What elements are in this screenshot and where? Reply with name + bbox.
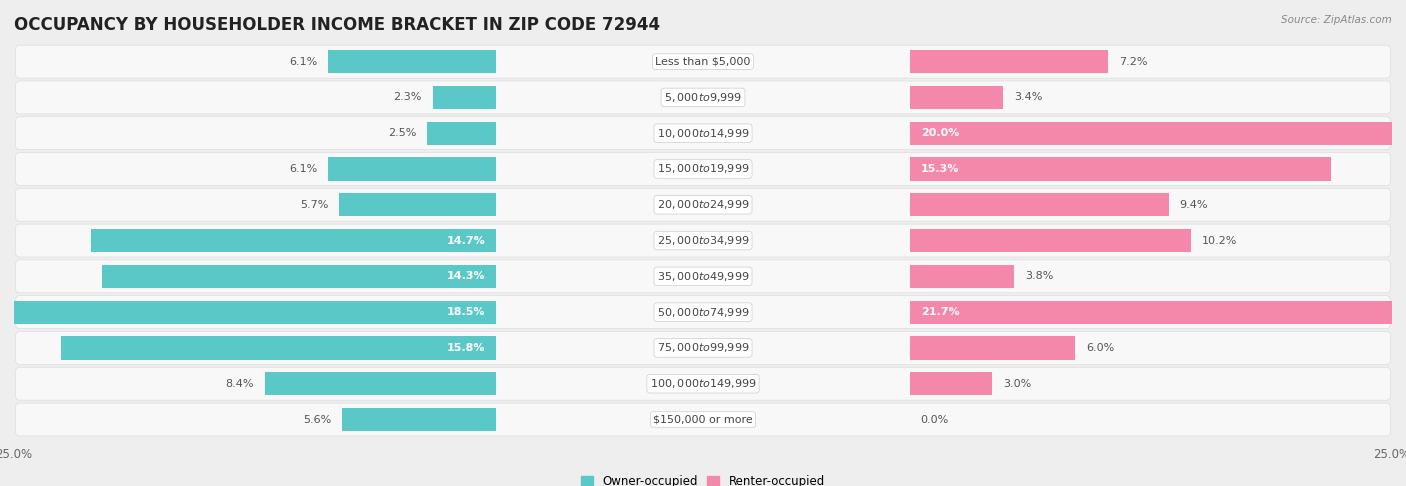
FancyBboxPatch shape [15,367,1391,400]
Text: 2.5%: 2.5% [388,128,416,138]
Legend: Owner-occupied, Renter-occupied: Owner-occupied, Renter-occupied [576,470,830,486]
FancyBboxPatch shape [15,295,1391,329]
Bar [910,229,1191,252]
Text: Source: ZipAtlas.com: Source: ZipAtlas.com [1281,15,1392,25]
Text: $35,000 to $49,999: $35,000 to $49,999 [657,270,749,283]
Text: 9.4%: 9.4% [1180,200,1208,210]
FancyBboxPatch shape [15,81,1391,114]
Bar [339,193,496,216]
Text: 5.7%: 5.7% [299,200,328,210]
Text: $25,000 to $34,999: $25,000 to $34,999 [657,234,749,247]
Bar [910,50,1108,73]
Text: 15.3%: 15.3% [921,164,959,174]
FancyBboxPatch shape [15,331,1391,364]
Bar [427,122,496,145]
Text: OCCUPANCY BY HOUSEHOLDER INCOME BRACKET IN ZIP CODE 72944: OCCUPANCY BY HOUSEHOLDER INCOME BRACKET … [14,16,661,34]
Text: 3.4%: 3.4% [1014,92,1043,103]
Text: $5,000 to $9,999: $5,000 to $9,999 [664,91,742,104]
Bar [328,50,496,73]
Bar [328,157,496,181]
Bar [910,86,1004,109]
Bar [910,336,1076,360]
Text: $100,000 to $149,999: $100,000 to $149,999 [650,377,756,390]
FancyBboxPatch shape [15,188,1391,221]
Text: $10,000 to $14,999: $10,000 to $14,999 [657,127,749,139]
Bar [60,336,496,360]
Text: 6.1%: 6.1% [290,57,318,67]
Bar [433,86,496,109]
Bar [910,193,1168,216]
FancyBboxPatch shape [15,403,1391,436]
Bar [910,122,1406,145]
Bar [103,265,496,288]
Text: 14.7%: 14.7% [447,236,485,245]
Text: $50,000 to $74,999: $50,000 to $74,999 [657,306,749,319]
Text: 3.0%: 3.0% [1004,379,1032,389]
Text: Less than $5,000: Less than $5,000 [655,57,751,67]
Text: 15.8%: 15.8% [447,343,485,353]
Text: 14.3%: 14.3% [447,271,485,281]
Text: 2.3%: 2.3% [394,92,422,103]
Bar [264,372,496,395]
Text: 20.0%: 20.0% [921,128,959,138]
Text: 10.2%: 10.2% [1202,236,1237,245]
FancyBboxPatch shape [15,117,1391,150]
Bar [910,300,1406,324]
FancyBboxPatch shape [15,153,1391,186]
Text: 0.0%: 0.0% [921,415,949,424]
FancyBboxPatch shape [15,45,1391,78]
FancyBboxPatch shape [15,224,1391,257]
Text: $20,000 to $24,999: $20,000 to $24,999 [657,198,749,211]
Bar [0,300,496,324]
Text: 21.7%: 21.7% [921,307,959,317]
FancyBboxPatch shape [15,260,1391,293]
Bar [910,157,1331,181]
Bar [910,372,993,395]
Text: 8.4%: 8.4% [225,379,254,389]
Text: 5.6%: 5.6% [302,415,330,424]
Text: 6.0%: 6.0% [1085,343,1115,353]
Bar [91,229,496,252]
Text: 3.8%: 3.8% [1025,271,1054,281]
Text: 7.2%: 7.2% [1119,57,1147,67]
Text: $75,000 to $99,999: $75,000 to $99,999 [657,342,749,354]
Text: 18.5%: 18.5% [447,307,485,317]
Text: 6.1%: 6.1% [290,164,318,174]
Text: $15,000 to $19,999: $15,000 to $19,999 [657,162,749,175]
Bar [342,408,496,431]
Bar [910,265,1014,288]
Text: $150,000 or more: $150,000 or more [654,415,752,424]
